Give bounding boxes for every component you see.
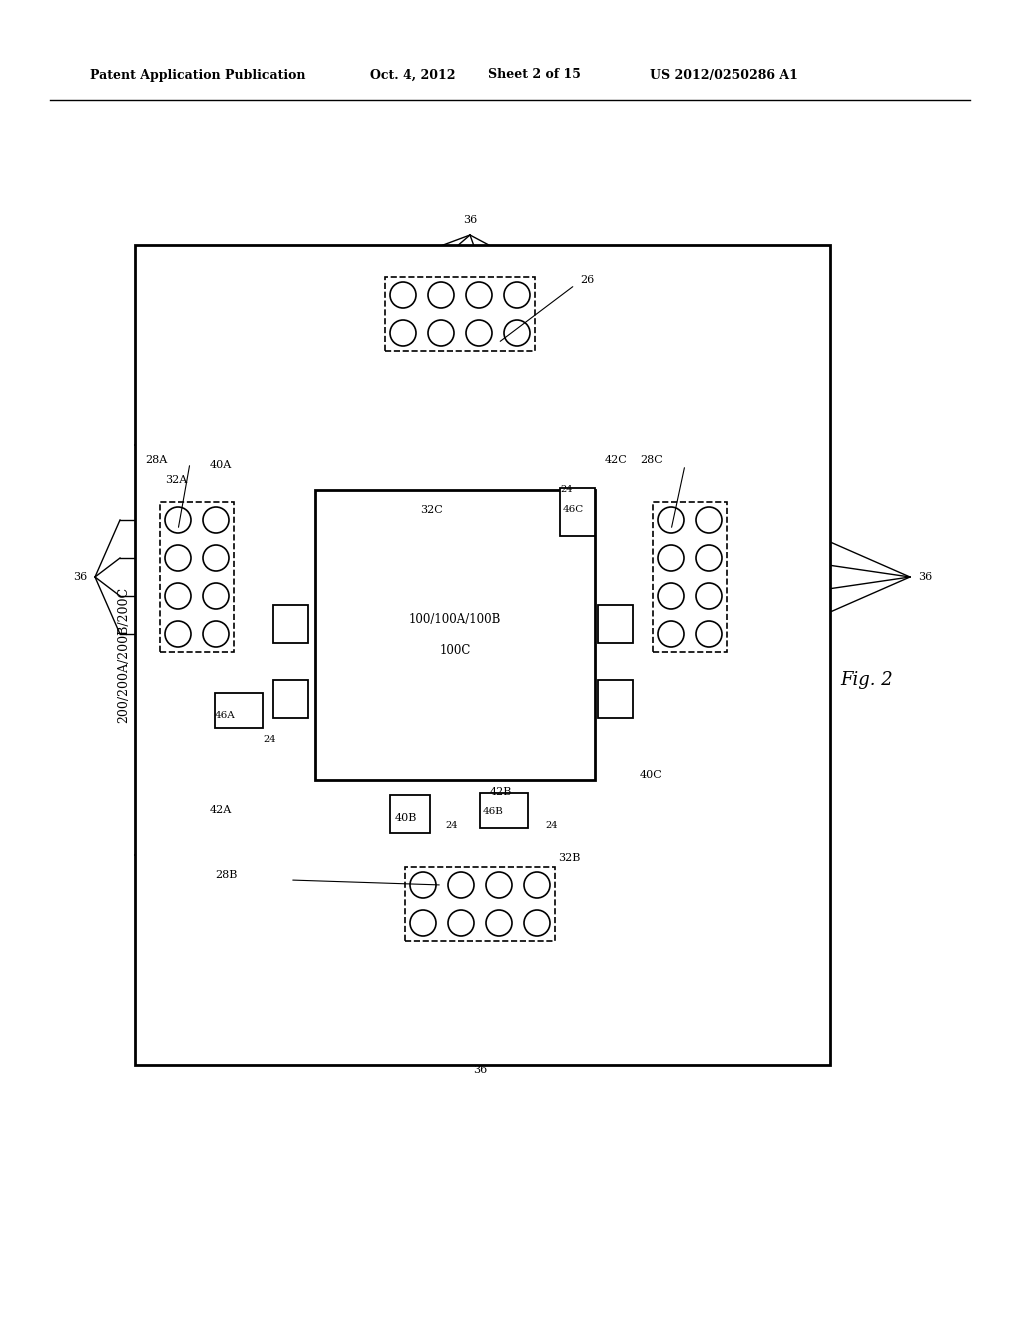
Text: 32A: 32A: [165, 475, 187, 484]
Text: 100/100A/100B: 100/100A/100B: [409, 614, 501, 627]
Circle shape: [203, 583, 229, 609]
Circle shape: [428, 282, 454, 308]
Bar: [160, 502, 234, 652]
Text: 40A: 40A: [210, 459, 232, 470]
Circle shape: [524, 873, 550, 898]
Bar: [273, 680, 308, 718]
Circle shape: [390, 282, 416, 308]
Bar: [385, 277, 535, 351]
Circle shape: [696, 545, 722, 572]
Circle shape: [466, 282, 492, 308]
Text: 26: 26: [580, 275, 594, 285]
Circle shape: [449, 873, 474, 898]
Text: 40C: 40C: [640, 770, 663, 780]
Circle shape: [486, 909, 512, 936]
Circle shape: [696, 583, 722, 609]
Bar: [480, 793, 528, 828]
Bar: [315, 490, 595, 780]
Circle shape: [504, 282, 530, 308]
Text: 36: 36: [918, 572, 932, 582]
Text: 40B: 40B: [395, 813, 418, 822]
Circle shape: [165, 545, 191, 572]
Circle shape: [165, 507, 191, 533]
Text: 24: 24: [263, 735, 275, 744]
Circle shape: [696, 507, 722, 533]
Text: 36: 36: [463, 215, 477, 224]
Circle shape: [504, 319, 530, 346]
Text: 28A: 28A: [145, 455, 167, 465]
Bar: [273, 605, 308, 643]
Circle shape: [410, 909, 436, 936]
Text: 42C: 42C: [605, 455, 628, 465]
Circle shape: [165, 620, 191, 647]
Circle shape: [658, 545, 684, 572]
Text: 42A: 42A: [210, 805, 232, 814]
Text: Fig. 2: Fig. 2: [840, 671, 893, 689]
Text: 46A: 46A: [215, 710, 236, 719]
Text: 36: 36: [473, 1065, 487, 1074]
Text: 32B: 32B: [558, 853, 581, 863]
Circle shape: [486, 873, 512, 898]
Text: 24: 24: [560, 486, 572, 495]
Bar: [135, 246, 830, 1065]
Bar: [406, 867, 555, 941]
Text: 100C: 100C: [439, 644, 471, 656]
Text: 24: 24: [545, 821, 557, 829]
Text: 28B: 28B: [215, 870, 238, 880]
Circle shape: [428, 319, 454, 346]
Bar: [653, 502, 727, 652]
Circle shape: [390, 319, 416, 346]
Text: Patent Application Publication: Patent Application Publication: [90, 69, 305, 82]
Bar: [215, 693, 263, 729]
Circle shape: [696, 620, 722, 647]
Circle shape: [203, 507, 229, 533]
Bar: [560, 488, 595, 536]
Text: 200/200A/200B/200C: 200/200A/200B/200C: [117, 587, 130, 723]
Text: 28C: 28C: [640, 455, 663, 465]
Circle shape: [449, 909, 474, 936]
Circle shape: [466, 319, 492, 346]
Circle shape: [658, 507, 684, 533]
Bar: [598, 605, 633, 643]
Text: Sheet 2 of 15: Sheet 2 of 15: [488, 69, 581, 82]
Text: 36: 36: [73, 572, 87, 582]
Circle shape: [658, 620, 684, 647]
Text: 32C: 32C: [420, 506, 442, 515]
Text: Oct. 4, 2012: Oct. 4, 2012: [370, 69, 456, 82]
Text: 42B: 42B: [490, 787, 512, 797]
Circle shape: [524, 909, 550, 936]
Circle shape: [410, 873, 436, 898]
Circle shape: [203, 620, 229, 647]
Circle shape: [165, 583, 191, 609]
Text: 46B: 46B: [483, 808, 504, 817]
Bar: [390, 795, 430, 833]
Text: 24: 24: [445, 821, 458, 829]
Text: US 2012/0250286 A1: US 2012/0250286 A1: [650, 69, 798, 82]
Text: 46C: 46C: [563, 506, 585, 515]
Bar: [598, 680, 633, 718]
Circle shape: [658, 583, 684, 609]
Circle shape: [203, 545, 229, 572]
